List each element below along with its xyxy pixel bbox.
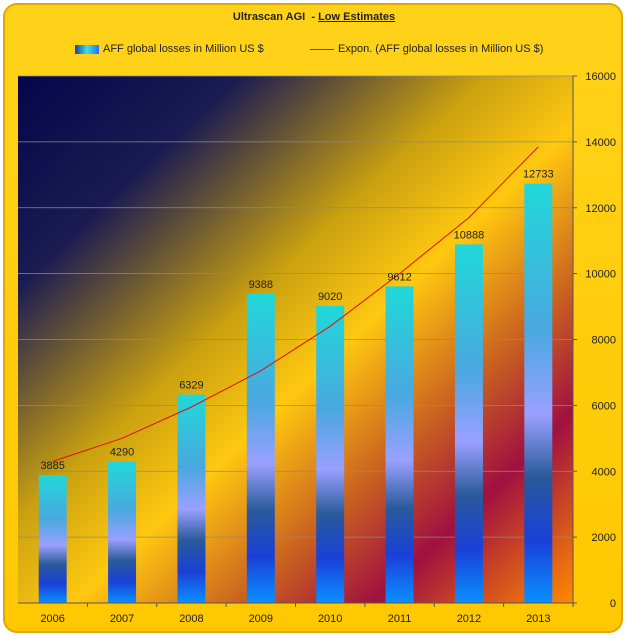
- bar: [177, 394, 206, 603]
- legend-line-entry: Expon. (AFF global losses in Million US …: [310, 43, 543, 55]
- x-tick-label: 2013: [526, 613, 550, 625]
- title-sub: Low Estimates: [318, 11, 396, 23]
- bar: [316, 305, 345, 603]
- data-label: 10888: [454, 229, 485, 241]
- chart-title: Ultrascan AGI - Low Estimates: [0, 11, 628, 23]
- x-tick-label: 2010: [318, 613, 342, 625]
- x-tick-label: 2008: [179, 613, 203, 625]
- y-tick-label: 6000: [592, 400, 616, 412]
- y-tick-label: 16000: [585, 71, 616, 83]
- title-separator: -: [311, 11, 316, 23]
- legend-line-label: Expon. (AFF global losses in Million US …: [338, 43, 544, 55]
- bar: [385, 286, 414, 603]
- legend-line-swatch: [310, 48, 334, 50]
- bar: [246, 293, 275, 603]
- trendline: [52, 146, 539, 462]
- bar: [38, 475, 67, 603]
- data-label: 3885: [40, 460, 64, 472]
- title-main: Ultrascan AGI: [232, 11, 306, 23]
- y-tick-label: 2000: [592, 532, 616, 544]
- y-tick-label: 4000: [592, 466, 616, 478]
- data-label: 9612: [387, 271, 411, 283]
- bar: [108, 461, 137, 603]
- y-tick-label: 0: [610, 598, 616, 610]
- x-tick-label: 2011: [388, 613, 412, 625]
- x-tick-label: 2009: [249, 613, 273, 625]
- x-tick-label: 2007: [110, 613, 134, 625]
- y-tick-label: 14000: [585, 137, 616, 149]
- data-label: 9020: [318, 291, 342, 303]
- data-label: 12733: [523, 169, 554, 181]
- bar: [454, 244, 483, 603]
- x-tick-label: 2006: [40, 613, 64, 625]
- y-tick-label: 8000: [592, 335, 616, 347]
- data-label: 6329: [179, 380, 203, 392]
- x-tick-label: 2012: [457, 613, 481, 625]
- data-label: 4290: [110, 447, 134, 459]
- data-label: 9388: [249, 279, 273, 291]
- legend-bar-swatch: [75, 44, 99, 54]
- bar: [524, 183, 553, 603]
- legend-bar-label: AFF global losses in Million US $: [103, 43, 264, 55]
- y-tick-label: 10000: [585, 269, 616, 281]
- y-tick-label: 12000: [585, 203, 616, 215]
- legend-bar-entry: AFF global losses in Million US $: [75, 43, 264, 55]
